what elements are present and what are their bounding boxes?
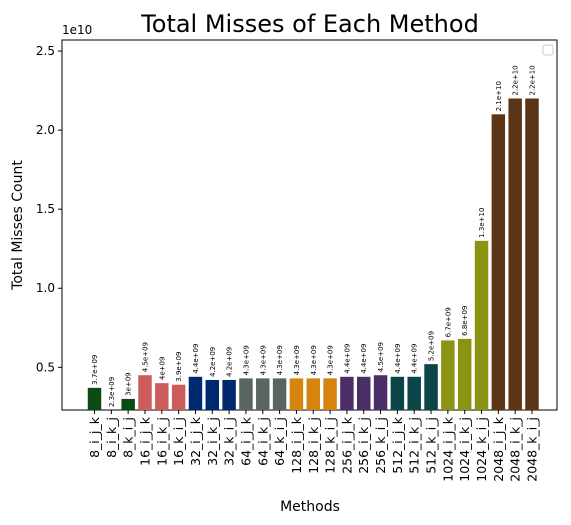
- bar: [289, 378, 304, 410]
- bar: [441, 340, 455, 410]
- x-tick-label: 256_k_i_j: [373, 417, 388, 474]
- x-tick-label: 8_k_i_j: [121, 417, 136, 458]
- bar: [491, 114, 506, 411]
- x-tick-label: 16_i_j_k: [137, 416, 152, 466]
- y-tick-label: 0.5: [36, 360, 55, 374]
- x-tick-label: 32_i_k_j: [205, 417, 220, 466]
- bar: [138, 375, 152, 410]
- value-label: 2.2e+10: [529, 65, 537, 95]
- value-label: 4.5e+09: [377, 342, 385, 372]
- bar: [171, 384, 186, 410]
- bar: [390, 376, 405, 410]
- x-tick-label: 2048_i_k_j: [508, 417, 523, 482]
- bar: [508, 98, 522, 410]
- bar: [373, 375, 388, 410]
- x-tick-label: 512_i_k_j: [407, 417, 422, 474]
- legend: [542, 44, 554, 56]
- x-tick-label: 64_k_i_j: [272, 417, 287, 466]
- value-label: 4.5e+09: [141, 342, 149, 372]
- bar: [424, 364, 438, 410]
- value-label: 4.3e+09: [276, 345, 284, 375]
- value-label: 4.3e+09: [293, 345, 301, 375]
- bar: [340, 376, 354, 410]
- y-tick-label: 2.0: [36, 123, 55, 137]
- bar: [256, 378, 270, 410]
- value-label: 4.3e+09: [259, 345, 267, 375]
- x-tick-label: 128_i_k_j: [306, 417, 321, 474]
- value-label: 2.2e+10: [512, 65, 520, 95]
- value-label: 2.3e+09: [108, 377, 116, 407]
- x-axis-label: Methods: [280, 499, 340, 515]
- bar: [357, 376, 371, 410]
- x-tick-label: 2048_i_j_k: [491, 416, 506, 482]
- x-tick-label: 8_i_j_k: [87, 416, 102, 458]
- x-tick-label: 512_k_i_j: [424, 417, 439, 474]
- bar: [205, 379, 220, 410]
- x-tick-label: 1024_i_k_j: [457, 417, 472, 482]
- x-tick-label: 64_i_k_j: [255, 417, 270, 466]
- y-axis-label: Total Misses Count: [10, 160, 26, 291]
- x-tick-label: 1024_k_i_j: [474, 417, 489, 482]
- value-label: 3.9e+09: [175, 351, 183, 381]
- value-label: 4.4e+09: [411, 344, 419, 374]
- x-tick-label: 16_k_i_j: [171, 417, 186, 466]
- value-label: 3e+09: [125, 372, 133, 396]
- y-tick-label: 2.5: [36, 44, 55, 58]
- x-tick-label: 1024_i_j_k: [440, 416, 455, 482]
- x-tick-label: 2048_k_i_j: [525, 417, 540, 482]
- bar: [239, 378, 253, 410]
- bar: [121, 398, 135, 410]
- value-label: 4.2e+09: [226, 347, 234, 377]
- x-tick-label: 512_i_j_k: [390, 416, 405, 474]
- bar: [323, 378, 337, 410]
- x-tick-label: 128_k_i_j: [323, 417, 338, 474]
- bar: [306, 378, 320, 410]
- x-tick-label: 16_i_k_j: [154, 417, 169, 466]
- value-label: 4.2e+09: [209, 347, 217, 377]
- value-label: 6.8e+09: [461, 306, 469, 336]
- bar: [457, 338, 472, 410]
- y-tick-label: 1.0: [36, 281, 55, 295]
- value-label: 6.7e+09: [444, 307, 452, 337]
- value-label: 4.4e+09: [394, 344, 402, 374]
- value-label: 4.4e+09: [360, 344, 368, 374]
- value-label: 4.3e+09: [310, 345, 318, 375]
- bar: [407, 376, 421, 410]
- value-label: 4e+09: [158, 357, 166, 381]
- bar: [272, 378, 287, 410]
- value-label: 5.2e+09: [428, 331, 436, 361]
- value-label: 4.3e+09: [242, 345, 250, 375]
- x-tick-label: 32_k_i_j: [222, 417, 237, 466]
- offset-label: 1e10: [62, 23, 92, 37]
- bar: [155, 383, 169, 410]
- y-tick-label: 1.5: [36, 202, 55, 216]
- value-label: 3.7e+09: [91, 355, 99, 385]
- value-label: 4.4e+09: [192, 344, 200, 374]
- bar: [188, 376, 203, 410]
- bar: [474, 240, 489, 410]
- bar: [525, 98, 539, 410]
- x-tick-label: 256_i_k_j: [356, 417, 371, 474]
- x-tick-label: 64_i_j_k: [238, 416, 253, 466]
- x-tick-label: 32_i_j_k: [188, 416, 203, 466]
- x-tick-label: 256_i_j_k: [339, 416, 354, 474]
- bar: [87, 387, 102, 410]
- bar: [222, 379, 236, 410]
- value-label: 4.4e+09: [343, 344, 351, 374]
- value-label: 2.1e+10: [495, 81, 503, 111]
- value-label: 1.3e+10: [478, 208, 486, 238]
- value-label: 4.3e+09: [327, 345, 335, 375]
- chart-title: Total Misses of Each Method: [140, 10, 479, 38]
- x-tick-label: 8_i_k_j: [104, 417, 119, 458]
- x-tick-label: 128_i_j_k: [289, 416, 304, 474]
